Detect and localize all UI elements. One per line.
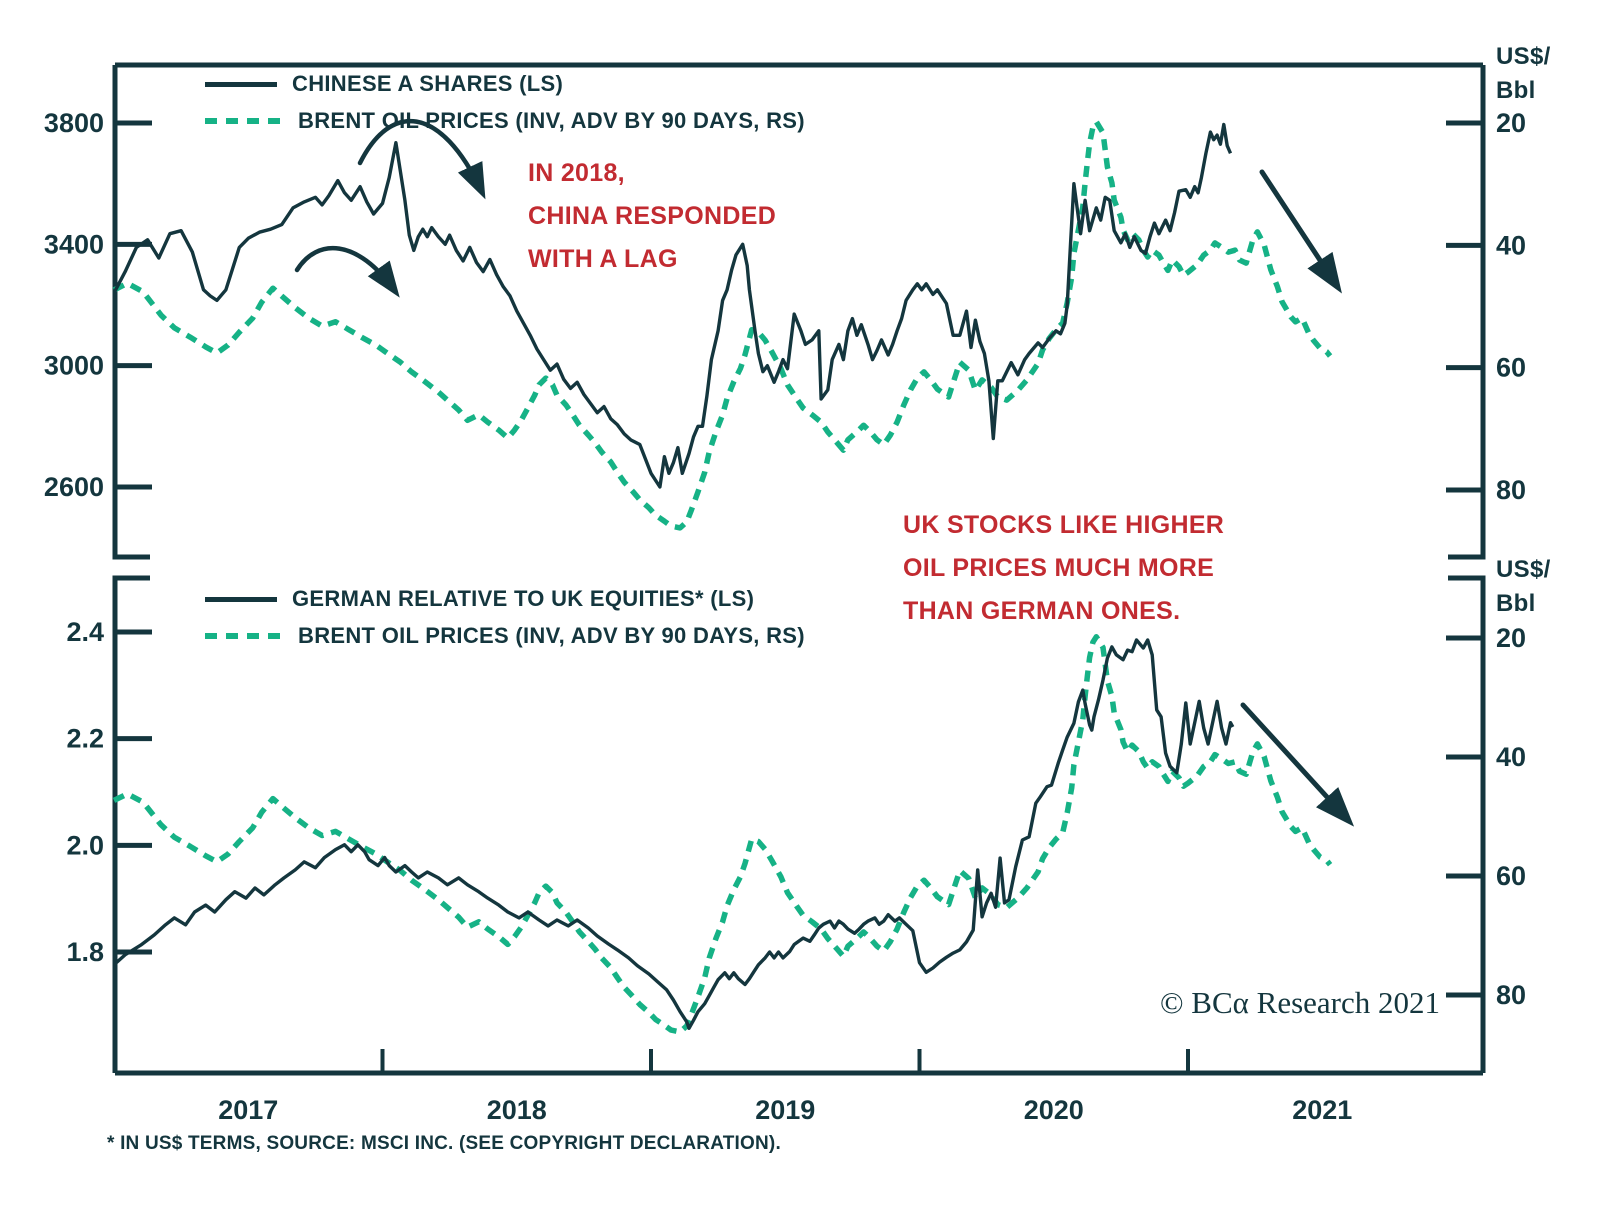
axis-ticks (115, 120, 1483, 1073)
tick-label-top-left: 3800 (44, 108, 104, 138)
tick-label-bottom-left: 2.4 (66, 617, 104, 647)
tick-label-bottom-right: 80 (1496, 980, 1526, 1010)
series-brent-oil-top (112, 119, 1333, 531)
series-brent-oil-bottom (112, 634, 1333, 1035)
straight-arrow-top-decline (1259, 169, 1342, 294)
tick-label-bottom-left: 1.8 (66, 937, 104, 967)
curved-arrow-china-lag (357, 118, 486, 200)
x-axis-year-label: 2018 (487, 1095, 547, 1125)
annotation-line: UK STOCKS LIKE HIGHER (903, 511, 1225, 539)
annotation-line: THAN GERMAN ONES. (903, 597, 1181, 625)
x-axis-year-label: 2017 (218, 1095, 278, 1125)
annotation-line: WITH A LAG (528, 245, 678, 273)
dashed-line-swatch (205, 633, 283, 639)
axes (112, 62, 1486, 1076)
series-german-relative-uk (112, 638, 1235, 1031)
legend-item-chinese-a-shares: CHINESE A SHARES (LS) (205, 71, 805, 97)
annotation-china-lag: IN 2018, CHINA RESPONDED WITH A LAG (528, 152, 776, 281)
tick-label-top-right: 60 (1496, 353, 1526, 383)
straight-arrow-bottom-decline (1240, 702, 1355, 827)
axis-tick-labels: 3800 3400 3000 2600 20 40 60 80 2.4 2.2 2.0 1.8 20 40… (44, 108, 1526, 1125)
top-panel-left-axis (112, 65, 150, 560)
arrows (294, 118, 1355, 827)
axis-unit-line: US$/ (1496, 556, 1551, 583)
legend-bottom: GERMAN RELATIVE TO UK EQUITIES* (LS) BRE… (205, 586, 805, 649)
legend-label: BRENT OIL PRICES (INV, ADV BY 90 DAYS, R… (298, 108, 805, 133)
tick-label-top-left: 2600 (44, 472, 104, 502)
bca-research-copyright: © BCα Research 2021 (1160, 985, 1440, 1020)
tick-label-bottom-right: 40 (1496, 742, 1526, 772)
legend-label: BRENT OIL PRICES (INV, ADV BY 90 DAYS, R… (298, 623, 805, 648)
tick-label-top-left: 3400 (44, 229, 104, 259)
dashed-line-swatch (205, 118, 283, 124)
curved-arrow-brent-peak (294, 245, 400, 298)
right-axis-unit-bottom: US$/ Bbl (1496, 553, 1551, 621)
tick-label-bottom-left: 2.2 (66, 724, 104, 754)
solid-line-swatch (205, 596, 277, 602)
legend-item-brent-oil: BRENT OIL PRICES (INV, ADV BY 90 DAYS, R… (205, 108, 805, 134)
axis-unit-line: US$/ (1496, 43, 1551, 70)
solid-line-swatch (205, 81, 277, 87)
legend-label: CHINESE A SHARES (LS) (292, 71, 564, 96)
tick-label-bottom-right: 60 (1496, 861, 1526, 891)
tick-label-bottom-left: 2.0 (66, 830, 104, 860)
series-chinese-a-shares (112, 122, 1233, 489)
x-axis-year-label: 2020 (1024, 1095, 1084, 1125)
legend-item-brent-oil: BRENT OIL PRICES (INV, ADV BY 90 DAYS, R… (205, 623, 805, 649)
top-panel-right-axis (1448, 65, 1486, 560)
right-axis-unit-top: US$/ Bbl (1496, 40, 1551, 108)
axis-unit-line: Bbl (1496, 77, 1536, 104)
legend-top: CHINESE A SHARES (LS) BRENT OIL PRICES (… (205, 71, 805, 134)
annotation-line: OIL PRICES MUCH MORE (903, 554, 1215, 582)
tick-label-top-right: 80 (1496, 475, 1526, 505)
bottom-panel-right-axis (1448, 575, 1486, 1073)
tick-label-bottom-right: 20 (1496, 623, 1526, 653)
annotation-line: CHINA RESPONDED (528, 202, 777, 230)
x-axis-year-label: 2021 (1292, 1095, 1352, 1125)
legend-label: GERMAN RELATIVE TO UK EQUITIES* (LS) (292, 586, 755, 611)
annotation-uk-stocks: UK STOCKS LIKE HIGHER OIL PRICES MUCH MO… (903, 504, 1224, 633)
annotation-line: IN 2018, (528, 159, 625, 187)
tick-label-top-right: 20 (1496, 108, 1526, 138)
tick-label-top-left: 3000 (44, 351, 104, 381)
legend-item-german-uk: GERMAN RELATIVE TO UK EQUITIES* (LS) (205, 586, 805, 612)
axis-unit-line: Bbl (1496, 590, 1536, 617)
x-axis-year-label: 2019 (755, 1095, 815, 1125)
bottom-panel-left-axis (112, 575, 150, 1073)
source-footnote: * IN US$ TERMS, SOURCE: MSCI INC. (SEE C… (107, 1133, 781, 1154)
tick-label-top-right: 40 (1496, 230, 1526, 260)
